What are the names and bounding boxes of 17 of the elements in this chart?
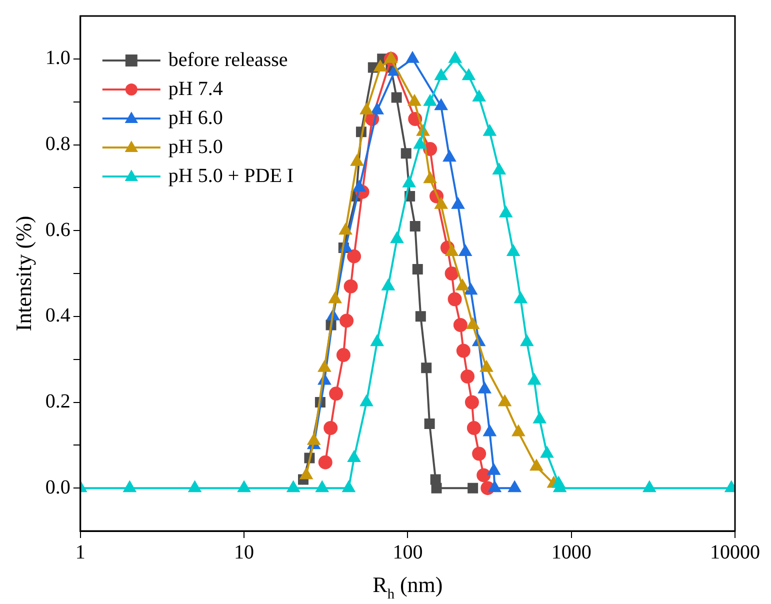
y-tick-label: 0.2 [45, 390, 70, 412]
y-tick-label: 0.0 [45, 476, 70, 498]
x-tick-label: 10000 [710, 541, 760, 564]
legend-label: pH 5.0 + PDE I [168, 164, 294, 187]
y-tick-label: 0.8 [45, 133, 70, 155]
x-tick-label: 1 [75, 541, 86, 564]
x-tick-label: 1000 [551, 541, 592, 564]
y-tick-label: 1.0 [45, 47, 70, 70]
x-tick-label: 10 [234, 541, 254, 564]
y-tick-label: 0.4 [45, 304, 70, 327]
legend-label: before releasse [168, 48, 288, 71]
legend-label: pH 5.0 [168, 136, 223, 158]
x-tick-label: 100 [392, 541, 423, 564]
legend-label: pH 6.0 [168, 106, 223, 129]
legend-label: pH 7.4 [168, 78, 223, 100]
y-tick-label: 0.6 [45, 218, 70, 241]
y-axis-title: Intensity (%) [10, 216, 36, 332]
